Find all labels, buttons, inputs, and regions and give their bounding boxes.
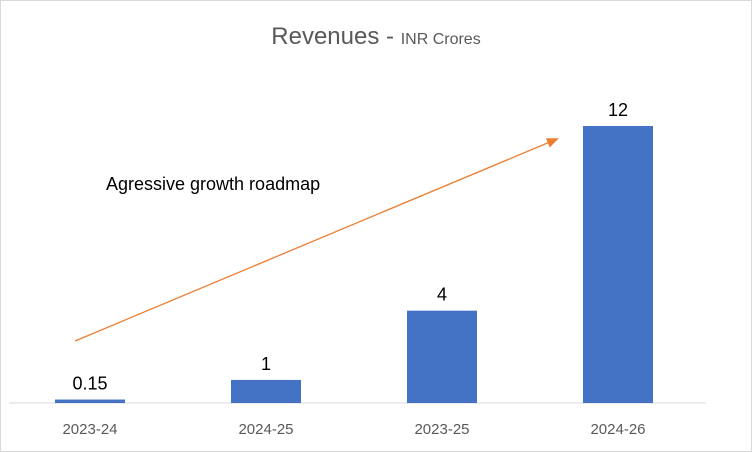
- data-label-2024-25: 1: [261, 354, 271, 374]
- annotation-text: Agressive growth roadmap: [106, 174, 320, 194]
- growth-arrow: [74, 138, 559, 342]
- bar-2024-25: [231, 379, 301, 403]
- bars-layer: 0.15 2023-24 1 2024-25 4 2023-25 12 2024-26: [55, 100, 653, 438]
- bar-2024-26: [583, 126, 653, 403]
- x-tick-label-2024-26: 2024-26: [590, 421, 645, 438]
- chart-subtitle: INR Crores: [400, 31, 481, 48]
- chart-title-separator: -: [379, 23, 401, 50]
- data-label-2023-25: 4: [437, 285, 447, 305]
- bar-2023-24: [55, 399, 125, 403]
- x-tick-label-2023-25: 2023-25: [414, 421, 469, 438]
- chart-title: Revenues - INR Crores: [1, 23, 751, 51]
- x-tick-label-2024-25: 2024-25: [238, 421, 293, 438]
- data-label-2024-26: 12: [608, 100, 628, 120]
- bar-2023-25: [407, 310, 477, 403]
- chart-title-main: Revenues: [271, 23, 380, 50]
- data-label-2023-24: 0.15: [72, 374, 107, 394]
- x-tick-label-2023-24: 2023-24: [62, 421, 117, 438]
